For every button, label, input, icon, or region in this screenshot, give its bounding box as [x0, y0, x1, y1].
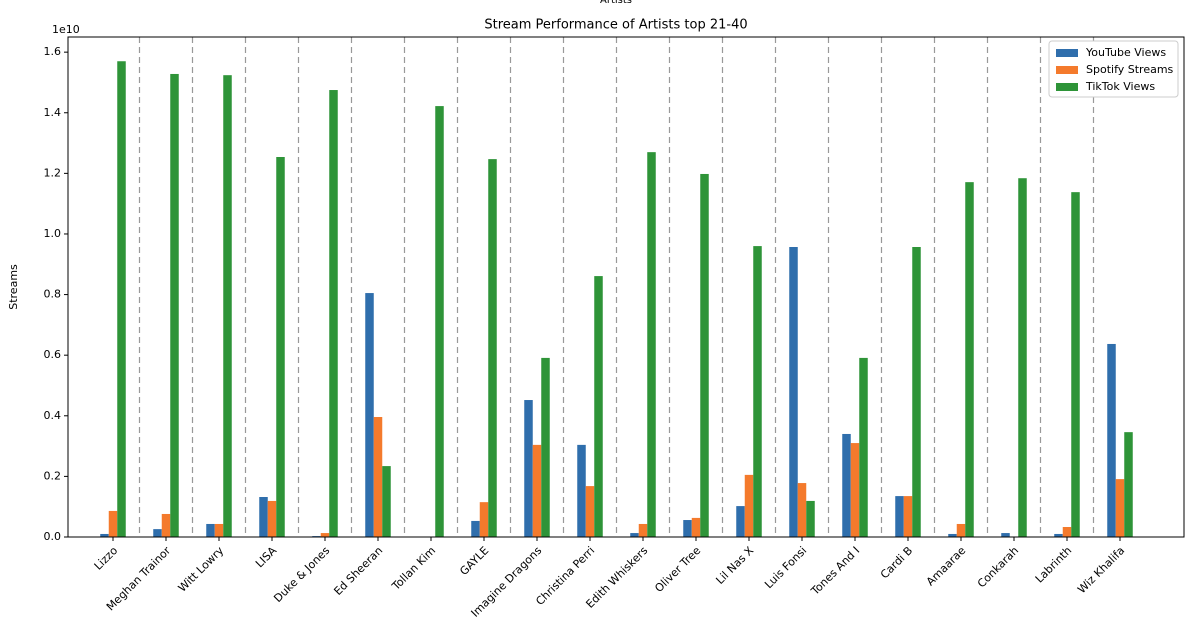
bar [736, 506, 745, 537]
x-axis-label: Artists [600, 0, 632, 6]
bar [276, 157, 285, 537]
y-tick-label: 1.2 [44, 166, 62, 179]
bar [382, 466, 391, 537]
bar [1054, 533, 1063, 537]
bar [753, 246, 762, 537]
x-tick-label: Amaarae [924, 544, 969, 589]
x-tick-label: Luis Fonsi [762, 544, 809, 591]
x-tick-label: Tones And I [808, 544, 862, 598]
bar [842, 433, 851, 537]
x-tick-label: Duke & Jones [271, 544, 332, 605]
bar [1062, 527, 1072, 537]
y-tick-label: 0.8 [44, 288, 62, 301]
legend-swatch [1056, 83, 1078, 91]
bar [532, 444, 542, 537]
bar [895, 496, 904, 537]
bar [153, 529, 162, 537]
bar [859, 357, 868, 537]
y-axis-label: Streams [7, 264, 20, 310]
plot-frame [67, 36, 1185, 538]
bar [577, 444, 586, 537]
x-tick-label: Wiz Khalifa [1075, 544, 1127, 596]
bar [117, 61, 126, 537]
x-tick-label: GAYLE [457, 544, 491, 578]
y-tick-label: 1.4 [44, 106, 62, 119]
bar [161, 513, 171, 537]
bar [948, 533, 957, 537]
bar [1018, 178, 1027, 537]
bar [1071, 192, 1080, 537]
bar [170, 73, 179, 537]
legend-label: TikTok Views [1085, 80, 1155, 93]
bar [956, 523, 966, 537]
bar [1124, 432, 1133, 537]
bar [108, 510, 118, 537]
bar [435, 106, 444, 537]
chart-title: Stream Performance of Artists top 21-40 [484, 18, 747, 33]
legend-label: Spotify Streams [1086, 63, 1174, 76]
bar [789, 247, 798, 537]
y-tick-label: 1.0 [44, 227, 62, 240]
x-tick-label: Cardi B [878, 544, 915, 581]
y-tick-label: 1.6 [44, 45, 62, 58]
bar [850, 443, 860, 537]
bar [524, 400, 533, 537]
bar [638, 523, 648, 537]
x-tick-label: Labrinth [1033, 544, 1075, 586]
bar [903, 496, 913, 537]
legend-label: YouTube Views [1085, 46, 1166, 59]
bar [744, 474, 754, 537]
bar [365, 293, 374, 537]
y-offset-label: 1e10 [52, 23, 80, 36]
y-tick-label: 0.2 [44, 469, 62, 482]
bar [259, 497, 268, 537]
bar [1107, 343, 1116, 537]
legend-box [1048, 40, 1179, 98]
x-tick-label: Ed Sheeran [331, 544, 385, 598]
bar [100, 533, 109, 537]
bar [206, 523, 215, 537]
bar [806, 500, 815, 537]
y-tick-label: 0.4 [44, 409, 62, 422]
bar [630, 533, 639, 537]
x-tick-label: Witt Lowry [176, 544, 227, 595]
bar [585, 486, 595, 537]
bar [965, 182, 974, 537]
x-tick-label: Oliver Tree [652, 544, 703, 595]
bar [700, 173, 709, 537]
bar [541, 357, 550, 537]
y-tick-label: 0.0 [44, 530, 62, 543]
x-tick-label: Tollan Kim [389, 544, 438, 593]
x-tick-label: LISA [253, 544, 280, 571]
bar [373, 417, 383, 537]
bar [267, 500, 277, 537]
bar [691, 517, 701, 537]
bar [912, 247, 921, 537]
bar [683, 520, 692, 537]
bar [329, 90, 338, 537]
bar [488, 159, 497, 537]
bar [1115, 479, 1125, 537]
bar [647, 152, 656, 537]
x-tick-label: Lizzo [92, 544, 121, 573]
bar [320, 533, 330, 537]
legend-swatch [1056, 66, 1078, 74]
bar [797, 483, 807, 537]
bar [214, 523, 224, 537]
legend-swatch [1056, 49, 1078, 57]
x-tick-label: Conkarah [975, 544, 1021, 590]
bar [1001, 533, 1010, 537]
bar [594, 276, 603, 537]
x-tick-label: Lil Nas X [713, 544, 756, 587]
bar [223, 75, 232, 537]
bar [471, 520, 480, 537]
bar [479, 502, 489, 537]
y-tick-label: 0.6 [44, 348, 62, 361]
